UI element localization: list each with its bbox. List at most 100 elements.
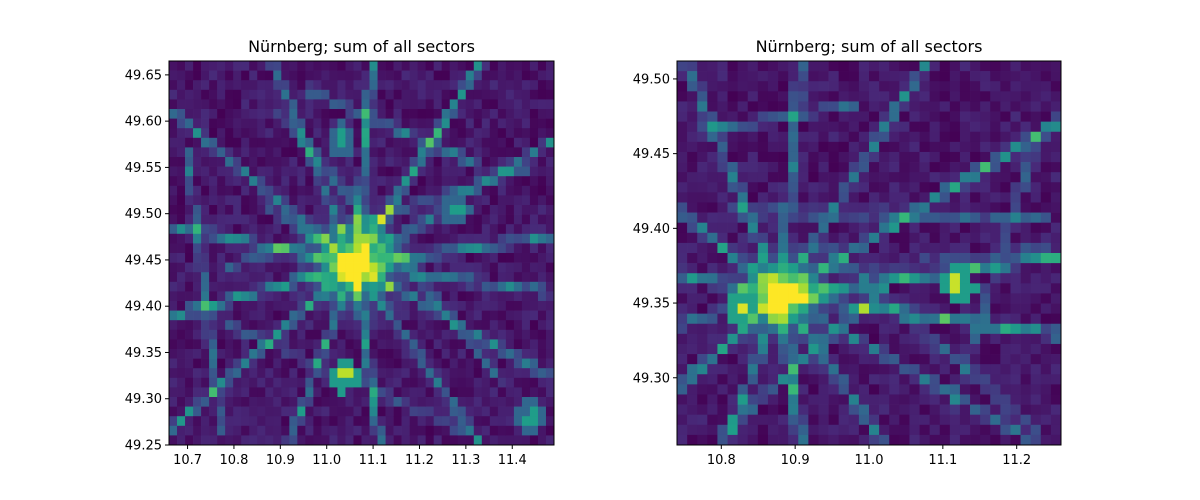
heatmap-cell xyxy=(369,185,378,196)
heatmap-cell xyxy=(848,253,860,264)
heatmap-cell xyxy=(970,313,981,325)
heatmap-cell xyxy=(409,224,418,235)
heatmap-cell xyxy=(457,339,467,350)
heatmap-cell xyxy=(169,243,178,254)
heatmap-cell xyxy=(929,172,941,183)
heatmap-cell xyxy=(217,109,226,119)
heatmap-cell xyxy=(417,329,427,340)
heatmap-cell xyxy=(249,262,258,273)
heatmap-cell xyxy=(529,61,539,71)
heatmap-cell xyxy=(273,368,282,379)
heatmap-cell xyxy=(401,301,410,311)
heatmap-cell xyxy=(313,358,322,369)
heatmap-cell xyxy=(537,118,547,129)
heatmap-cell xyxy=(737,91,749,102)
heatmap-cell xyxy=(353,243,362,254)
heatmap-cell xyxy=(217,128,226,139)
heatmap-cell xyxy=(889,253,900,264)
heatmap-cell xyxy=(521,214,531,225)
heatmap-cell xyxy=(939,293,951,304)
heatmap-cell xyxy=(529,339,539,350)
heatmap-cell xyxy=(1040,434,1052,446)
heatmap-cell xyxy=(747,303,759,314)
heatmap-cell xyxy=(1010,172,1021,183)
heatmap-cell xyxy=(737,343,749,355)
heatmap-cell xyxy=(265,166,274,177)
heatmap-cell xyxy=(225,205,234,215)
heatmap-cell xyxy=(169,80,178,91)
heatmap-cell xyxy=(990,192,1001,203)
heatmap-cell xyxy=(687,131,698,143)
heatmap-cell xyxy=(345,368,354,379)
heatmap-cell xyxy=(1030,141,1042,153)
heatmap-cell xyxy=(265,157,274,167)
heatmap-cell xyxy=(980,232,991,244)
heatmap-cell xyxy=(717,424,728,436)
heatmap-cell xyxy=(505,185,515,196)
heatmap-cell xyxy=(1050,424,1062,436)
heatmap-cell xyxy=(1020,131,1032,143)
heatmap-cell xyxy=(757,111,769,122)
heatmap-cell xyxy=(385,368,394,379)
heatmap-cell xyxy=(473,80,483,91)
heatmap-cell xyxy=(393,397,402,407)
heatmap-cell xyxy=(521,70,531,81)
heatmap-cell xyxy=(697,111,708,122)
heatmap-cell xyxy=(505,61,515,71)
heatmap-cell xyxy=(929,222,941,234)
heatmap-cell xyxy=(313,320,322,331)
heatmap-cell xyxy=(879,232,890,244)
heatmap-cell xyxy=(808,91,819,102)
heatmap-cell xyxy=(313,301,322,311)
heatmap-cell xyxy=(425,406,435,417)
heatmap-cell xyxy=(737,323,749,335)
heatmap-cell xyxy=(717,414,728,426)
heatmap-cell xyxy=(529,205,539,215)
heatmap-cell xyxy=(980,283,991,294)
heatmap-cell xyxy=(798,121,809,133)
axes-frame xyxy=(168,60,555,446)
heatmap-cell xyxy=(313,185,322,196)
heatmap-cell xyxy=(281,377,290,388)
heatmap-cell xyxy=(257,185,266,196)
heatmap-cell xyxy=(329,262,338,273)
heatmap-cell xyxy=(425,329,435,340)
heatmap-cell xyxy=(505,99,515,110)
heatmap-cell xyxy=(313,109,322,119)
heatmap-cell xyxy=(717,313,728,325)
heatmap-cell xyxy=(177,128,186,139)
heatmap-cell xyxy=(1020,273,1032,284)
heatmap-cell xyxy=(369,262,378,273)
heatmap-cell xyxy=(949,394,961,405)
heatmap-cell xyxy=(377,387,386,398)
heatmap-cell xyxy=(939,61,951,72)
heatmap-cell xyxy=(409,70,418,81)
heatmap-cell xyxy=(457,224,467,235)
heatmap-cell xyxy=(185,80,194,91)
heatmap-cell xyxy=(449,320,459,331)
heatmap-cell xyxy=(737,303,749,314)
heatmap-cell xyxy=(788,343,799,355)
heatmap-cell xyxy=(778,364,789,375)
heatmap-cell xyxy=(727,384,738,395)
heatmap-cell xyxy=(537,214,547,225)
heatmap-cell xyxy=(457,70,467,81)
heatmap-cell xyxy=(489,272,499,283)
heatmap-cell xyxy=(209,272,218,283)
heatmap-cell xyxy=(265,291,274,302)
heatmap-cell xyxy=(697,404,708,416)
heatmap-cell xyxy=(529,147,539,158)
heatmap-cell xyxy=(441,80,451,91)
heatmap-cell xyxy=(757,394,769,405)
heatmap-cell xyxy=(970,212,981,224)
heatmap-cell xyxy=(313,406,322,417)
heatmap-cell xyxy=(177,281,186,292)
heatmap-cell xyxy=(273,377,282,388)
heatmap-cell xyxy=(321,137,330,148)
heatmap-cell xyxy=(980,61,991,72)
heatmap-cell xyxy=(545,358,555,369)
heatmap-cell xyxy=(441,195,451,206)
heatmap-cell xyxy=(919,343,930,355)
heatmap-cell xyxy=(747,273,759,284)
y-tick-label: 49.40 xyxy=(633,222,670,237)
